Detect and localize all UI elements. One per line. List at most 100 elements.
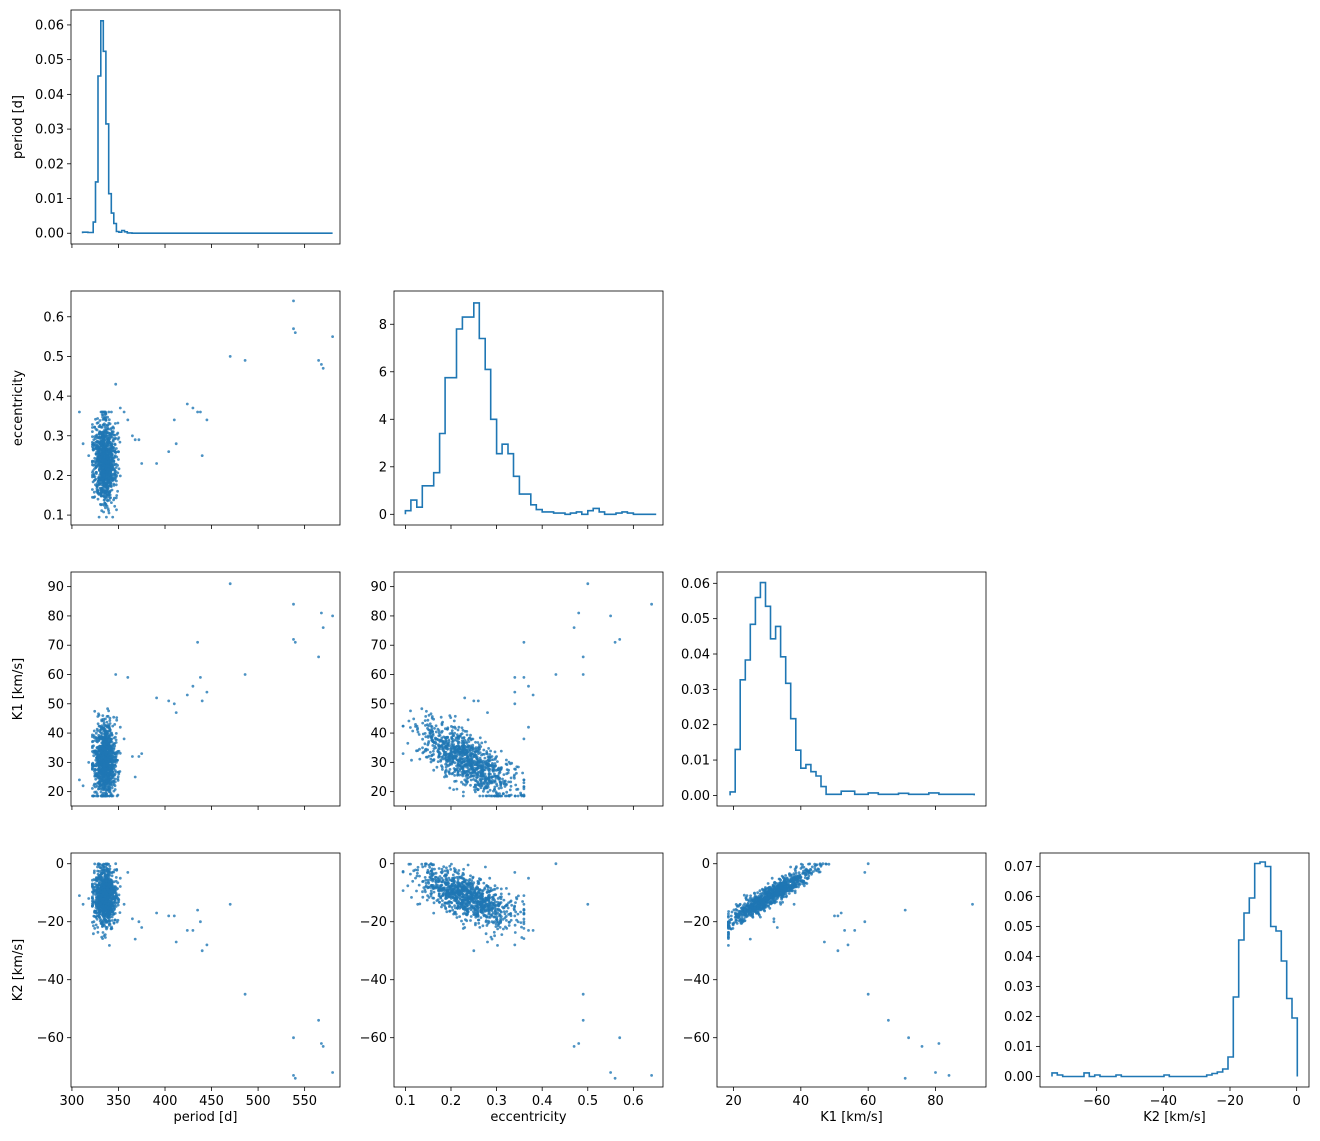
scatter-point xyxy=(116,490,119,493)
scatter-point xyxy=(424,865,427,868)
scatter-point xyxy=(140,462,143,465)
scatter-point xyxy=(114,788,117,791)
scatter-point xyxy=(105,874,108,877)
scatter-point xyxy=(108,496,111,499)
y-tick-label: 0.00 xyxy=(681,789,710,804)
scatter-point xyxy=(417,866,420,869)
scatter-point xyxy=(111,751,114,754)
scatter-point xyxy=(445,736,448,739)
scatter-point xyxy=(471,771,474,774)
scatter-point xyxy=(505,763,508,766)
scatter-point xyxy=(523,641,526,644)
scatter-point xyxy=(474,773,477,776)
scatter-point xyxy=(100,788,103,791)
panel-period-hist: 0.000.010.020.030.040.050.06period [d] xyxy=(11,10,340,248)
scatter-point xyxy=(109,428,112,431)
scatter-point xyxy=(111,457,114,460)
scatter-point xyxy=(102,931,105,934)
y-tick-label: −40 xyxy=(37,973,64,988)
scatter-point xyxy=(489,789,492,792)
scatter-point xyxy=(113,885,116,888)
scatter-point xyxy=(292,638,295,641)
scatter-point xyxy=(100,756,103,759)
scatter-point xyxy=(113,467,116,470)
scatter-points xyxy=(78,582,334,797)
scatter-point xyxy=(510,904,513,907)
scatter-point xyxy=(113,921,116,924)
scatter-point xyxy=(103,763,106,766)
scatter-point xyxy=(91,488,94,491)
scatter-point xyxy=(432,897,435,900)
scatter-point xyxy=(439,752,442,755)
scatter-point xyxy=(523,787,526,790)
scatter-point xyxy=(99,920,102,923)
scatter-point xyxy=(424,750,427,753)
scatter-point xyxy=(521,772,524,775)
scatter-point xyxy=(418,733,421,736)
scatter-point xyxy=(479,774,482,777)
scatter-point xyxy=(93,457,96,460)
scatter-point xyxy=(448,865,451,868)
scatter-point xyxy=(102,912,105,915)
scatter-point xyxy=(106,921,109,924)
scatter-point xyxy=(113,737,116,740)
scatter-point xyxy=(467,864,470,867)
scatter-point xyxy=(426,899,429,902)
scatter-point xyxy=(463,749,466,752)
scatter-point xyxy=(460,759,463,762)
scatter-point xyxy=(446,869,449,872)
scatter-point xyxy=(438,732,441,735)
scatter-point xyxy=(431,715,434,718)
scatter-point xyxy=(494,751,497,754)
scatter-point xyxy=(463,697,466,700)
scatter-point xyxy=(459,733,462,736)
scatter-point xyxy=(98,437,101,440)
scatter-point xyxy=(126,419,129,422)
scatter-point xyxy=(317,1019,320,1022)
scatter-point xyxy=(519,792,522,795)
scatter-point xyxy=(114,784,117,787)
scatter-point xyxy=(440,716,443,719)
scatter-point xyxy=(107,477,110,480)
scatter-point xyxy=(416,728,419,731)
scatter-point xyxy=(451,909,454,912)
scatter-point xyxy=(98,780,101,783)
scatter-point xyxy=(108,871,111,874)
scatter-point xyxy=(119,407,122,410)
scatter-point xyxy=(496,760,499,763)
scatter-point xyxy=(115,494,118,497)
y-tick-label: 0.4 xyxy=(43,390,64,405)
scatter-point xyxy=(105,479,108,482)
scatter-point xyxy=(175,941,178,944)
scatter-point xyxy=(493,934,496,937)
scatter-point xyxy=(409,873,412,876)
scatter-point xyxy=(110,792,113,795)
scatter-point xyxy=(102,774,105,777)
scatter-point xyxy=(442,736,445,739)
scatter-point xyxy=(106,794,109,797)
scatter-point xyxy=(443,754,446,757)
scatter-point xyxy=(469,757,472,760)
scatter-point xyxy=(109,899,112,902)
scatter-point xyxy=(100,884,103,887)
scatter-point xyxy=(503,783,506,786)
histogram-step-line xyxy=(405,303,656,514)
scatter-point xyxy=(480,742,483,745)
scatter-point xyxy=(479,764,482,767)
scatter-point xyxy=(104,436,107,439)
scatter-point xyxy=(114,919,117,922)
scatter-point xyxy=(98,762,101,765)
scatter-point xyxy=(465,730,468,733)
scatter-point xyxy=(108,944,111,947)
y-tick-label: 50 xyxy=(47,697,64,712)
y-tick-label: 20 xyxy=(370,785,387,800)
scatter-point xyxy=(111,890,114,893)
scatter-point xyxy=(103,456,106,459)
scatter-point xyxy=(505,910,508,913)
scatter-point xyxy=(92,750,95,753)
scatter-point xyxy=(110,478,113,481)
scatter-point xyxy=(455,755,458,758)
scatter-point xyxy=(424,715,427,718)
scatter-point xyxy=(497,795,500,798)
scatter-point xyxy=(424,732,427,735)
